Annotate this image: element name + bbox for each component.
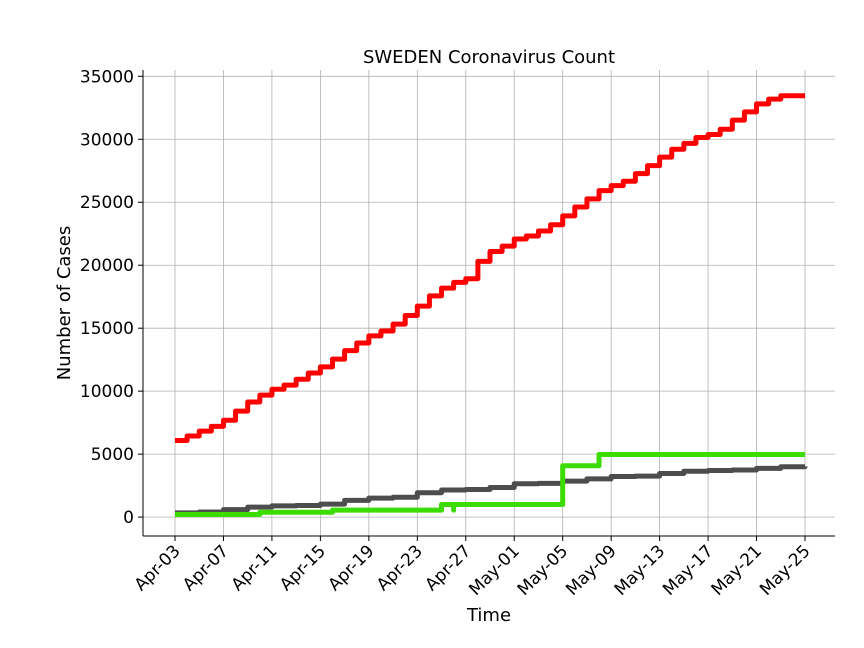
y-tick-label: 35000 <box>80 67 134 87</box>
chart-title: SWEDEN Coronavirus Count <box>363 47 615 68</box>
series-line-2 <box>175 452 805 518</box>
x-tick-label: Apr-19 <box>325 541 379 595</box>
y-tick-label: 25000 <box>80 193 134 213</box>
x-tick-label: May-21 <box>708 541 766 599</box>
y-tick-label: 20000 <box>80 256 134 276</box>
x-tick-label: May-01 <box>465 541 523 599</box>
series-line-0 <box>175 93 805 444</box>
x-axis-label: Time <box>466 605 511 626</box>
axes: 0 5000 10000 15000 20000 25000 30000 35000 Apr-0… <box>80 67 835 600</box>
x-tick-label: May-25 <box>756 541 814 599</box>
x-tick-label: Apr-23 <box>373 541 427 595</box>
x-tick-label: May-13 <box>611 541 669 599</box>
grid <box>143 70 835 536</box>
series-layer <box>175 93 808 518</box>
x-tick-label: May-17 <box>659 541 717 599</box>
x-tick-label: Apr-15 <box>276 541 330 595</box>
x-tick-label: Apr-03 <box>131 541 185 595</box>
series-line-1 <box>175 464 808 516</box>
y-tick-label: 0 <box>123 508 134 528</box>
x-tick-label: Apr-11 <box>228 541 282 595</box>
x-tick-label: May-05 <box>514 541 572 599</box>
x-tick-label: May-09 <box>562 541 620 599</box>
y-tick-label: 10000 <box>80 382 134 402</box>
x-tick-label: Apr-07 <box>179 541 233 595</box>
y-axis-label: Number of Cases <box>54 226 75 381</box>
y-tick-label: 30000 <box>80 130 134 150</box>
y-tick-label: 5000 <box>91 445 134 465</box>
y-tick-label: 15000 <box>80 319 134 339</box>
